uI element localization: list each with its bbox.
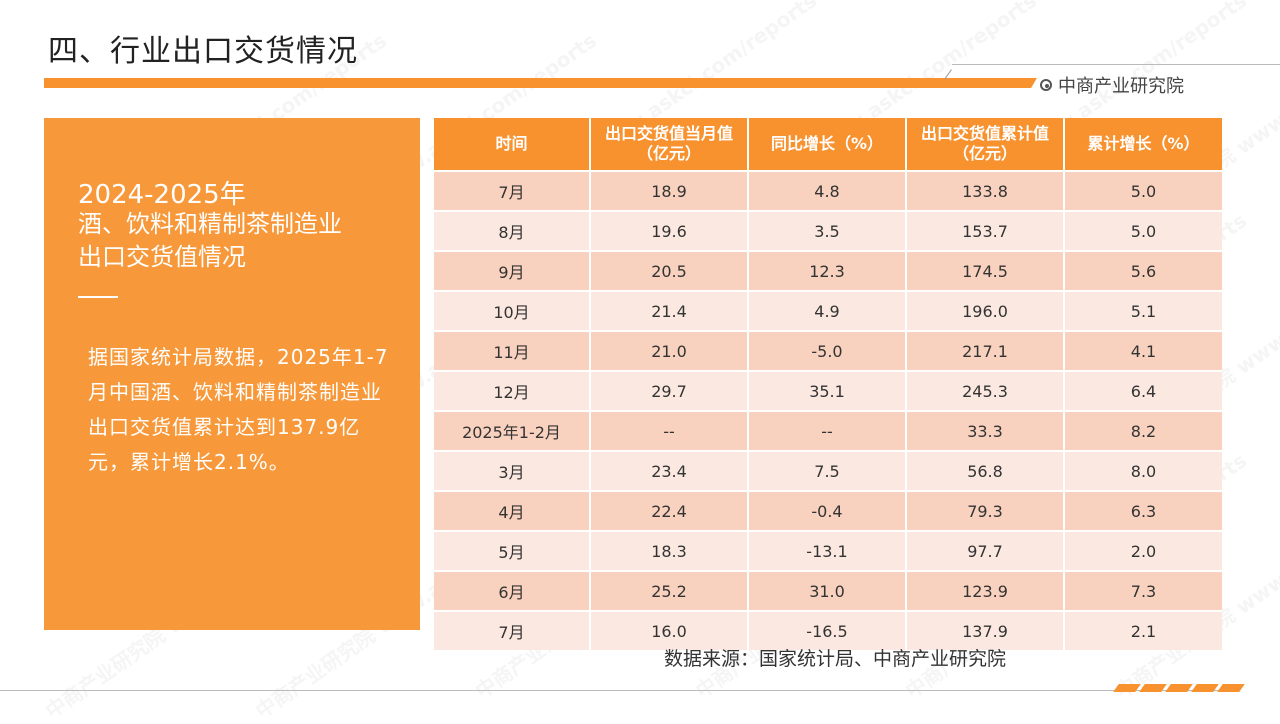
page-title: 四、行业出口交货情况 (48, 34, 358, 69)
data-table-container: 时间 出口交货值当月值（亿元） 同比增长（%） 出口交货值累计值（亿元） 累计增… (434, 118, 1222, 650)
table-cell: 245.3 (906, 370, 1065, 411)
table-cell: -5.0 (748, 330, 907, 371)
table-cell: 6月 (434, 570, 591, 611)
column-header-cumulative-growth: 累计增长（%） (1064, 118, 1222, 171)
header-stripes (1001, 78, 1037, 88)
table-cell: 97.7 (906, 530, 1065, 571)
table-cell: 2.0 (1064, 530, 1222, 571)
table-cell: 16.0 (590, 610, 749, 650)
table-cell: 4.9 (748, 290, 907, 331)
table-cell: 217.1 (906, 330, 1065, 371)
table-row: 10月 21.4 4.9 196.0 5.1 (434, 290, 1222, 331)
header-accent-bar (44, 78, 1030, 88)
table-cell: 11月 (434, 330, 591, 371)
table-cell: 3月 (434, 450, 591, 491)
table-cell: 7.3 (1064, 570, 1222, 611)
table-cell: 5.0 (1064, 210, 1222, 251)
summary-panel: 2024-2025年 酒、饮料和精制茶制造业 出口交货值情况 据国家统计局数据，… (44, 118, 420, 630)
table-cell: 4.8 (748, 170, 907, 211)
table-row: 7月 18.9 4.8 133.8 5.0 (434, 170, 1222, 211)
table-cell: 196.0 (906, 290, 1065, 331)
table-row: 9月 20.5 12.3 174.5 5.6 (434, 250, 1222, 291)
footer-divider (0, 690, 1240, 691)
table-cell: 35.1 (748, 370, 907, 411)
summary-heading-line1: 酒、饮料和精制茶制造业 (78, 210, 342, 238)
table-cell: -- (590, 410, 749, 451)
export-data-table: 时间 出口交货值当月值（亿元） 同比增长（%） 出口交货值累计值（亿元） 累计增… (434, 118, 1222, 650)
table-cell: 7月 (434, 610, 591, 650)
table-header-row: 时间 出口交货值当月值（亿元） 同比增长（%） 出口交货值累计值（亿元） 累计增… (434, 118, 1222, 171)
table-cell: 56.8 (906, 450, 1065, 491)
table-cell: 4月 (434, 490, 591, 531)
summary-heading: 酒、饮料和精制茶制造业 出口交货值情况 (78, 208, 342, 274)
table-cell: -13.1 (748, 530, 907, 571)
table-row: 6月 25.2 31.0 123.9 7.3 (434, 570, 1222, 611)
brand-label: 中商产业研究院 (1058, 76, 1184, 97)
table-cell: 7月 (434, 170, 591, 211)
brand: 中商产业研究院 (1040, 72, 1184, 98)
table-row: 7月 16.0 -16.5 137.9 2.1 (434, 610, 1222, 650)
summary-divider (78, 296, 118, 298)
table-cell: 9月 (434, 250, 591, 291)
table-row: 2025年1-2月 -- -- 33.3 8.2 (434, 410, 1222, 451)
table-cell: 133.8 (906, 170, 1065, 211)
header-divider (952, 64, 1280, 65)
table-cell: 33.3 (906, 410, 1065, 451)
table-cell: 4.1 (1064, 330, 1222, 371)
table-cell: 29.7 (590, 370, 749, 411)
table-cell: 2025年1-2月 (434, 410, 591, 451)
table-cell: 23.4 (590, 450, 749, 491)
target-icon (1040, 79, 1052, 91)
table-cell: 12.3 (748, 250, 907, 291)
table-cell: -- (748, 410, 907, 451)
table-cell: 6.4 (1064, 370, 1222, 411)
table-cell: 137.9 (906, 610, 1065, 650)
table-cell: 18.3 (590, 530, 749, 571)
table-cell: 31.0 (748, 570, 907, 611)
table-cell: 3.5 (748, 210, 907, 251)
column-header-time: 时间 (434, 118, 591, 171)
data-source: 数据来源：国家统计局、中商产业研究院 (664, 648, 1007, 670)
table-cell: 79.3 (906, 490, 1065, 531)
table-cell: 12月 (434, 370, 591, 411)
table-cell: 18.9 (590, 170, 749, 211)
table-cell: 8.2 (1064, 410, 1222, 451)
table-cell: 21.4 (590, 290, 749, 331)
table-row: 12月 29.7 35.1 245.3 6.4 (434, 370, 1222, 411)
table-cell: 5.0 (1064, 170, 1222, 211)
table-cell: 7.5 (748, 450, 907, 491)
table-cell: 20.5 (590, 250, 749, 291)
footer-stripes (1113, 684, 1245, 692)
table-cell: 22.4 (590, 490, 749, 531)
table-row: 4月 22.4 -0.4 79.3 6.3 (434, 490, 1222, 531)
table-cell: 10月 (434, 290, 591, 331)
summary-heading-line2: 出口交货值情况 (78, 243, 246, 271)
table-body: 7月 18.9 4.8 133.8 5.0 8月 19.6 3.5 153.7 5.0 9月 20.5… (434, 170, 1222, 650)
table-cell: 5月 (434, 530, 591, 571)
table-cell: 8月 (434, 210, 591, 251)
table-row: 5月 18.3 -13.1 97.7 2.0 (434, 530, 1222, 571)
table-cell: 153.7 (906, 210, 1065, 251)
table-cell: -16.5 (748, 610, 907, 650)
summary-body: 据国家统计局数据，2025年1-7月中国酒、饮料和精制茶制造业出口交货值累计达到… (88, 345, 389, 474)
column-header-yoy-growth: 同比增长（%） (748, 118, 907, 171)
table-cell: 2.1 (1064, 610, 1222, 650)
table-row: 8月 19.6 3.5 153.7 5.0 (434, 210, 1222, 251)
table-cell: -0.4 (748, 490, 907, 531)
table-cell: 8.0 (1064, 450, 1222, 491)
table-cell: 6.3 (1064, 490, 1222, 531)
table-cell: 174.5 (906, 250, 1065, 291)
table-cell: 25.2 (590, 570, 749, 611)
table-cell: 19.6 (590, 210, 749, 251)
table-cell: 21.0 (590, 330, 749, 371)
table-row: 3月 23.4 7.5 56.8 8.0 (434, 450, 1222, 491)
column-header-cumulative-value: 出口交货值累计值（亿元） (906, 118, 1065, 171)
table-cell: 123.9 (906, 570, 1065, 611)
table-cell: 5.6 (1064, 250, 1222, 291)
summary-years: 2024-2025年 (78, 180, 246, 210)
column-header-monthly-value: 出口交货值当月值（亿元） (590, 118, 749, 171)
table-cell: 5.1 (1064, 290, 1222, 331)
table-row: 11月 21.0 -5.0 217.1 4.1 (434, 330, 1222, 371)
